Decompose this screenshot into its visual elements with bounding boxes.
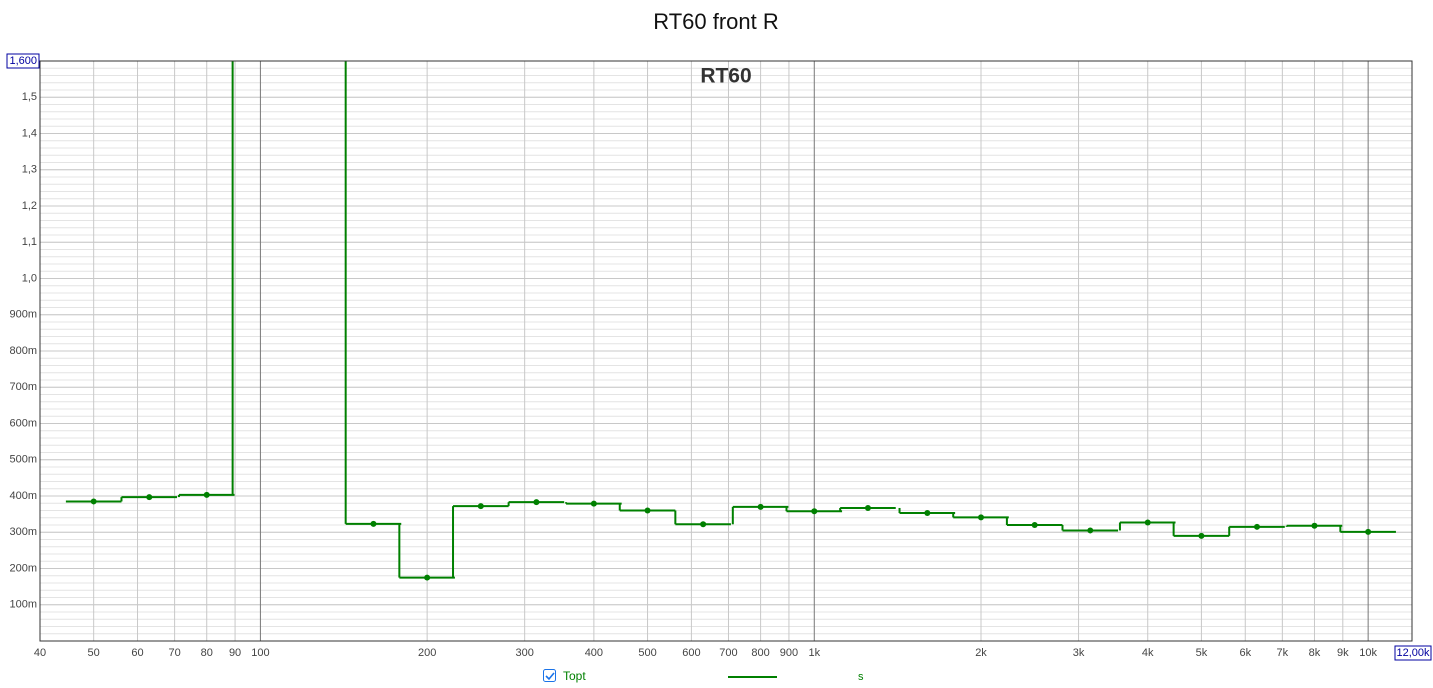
- x-tick-label: 40: [34, 647, 46, 659]
- data-point: [757, 503, 764, 510]
- x-tick-label: 10k: [1359, 647, 1377, 659]
- data-point: [90, 498, 97, 505]
- data-point: [477, 503, 484, 510]
- y-tick-label: 1,3: [22, 164, 37, 176]
- y-tick-label: 300m: [9, 526, 37, 538]
- data-point: [1087, 527, 1094, 534]
- x-tick-label: 1k: [808, 647, 820, 659]
- data-point: [864, 504, 871, 511]
- legend-checkbox[interactable]: [543, 669, 556, 682]
- data-point: [370, 520, 377, 527]
- chart-title: RT60 front R: [653, 9, 779, 34]
- data-point: [1254, 523, 1261, 530]
- x-tick-label: 500: [638, 647, 656, 659]
- x-tick-label: 2k: [975, 647, 987, 659]
- y-tick-label: 1,5: [22, 91, 37, 103]
- x-tick-label: 900: [780, 647, 798, 659]
- x-tick-label: 60: [131, 647, 143, 659]
- data-point: [590, 500, 597, 507]
- x-tick-label: 600: [682, 647, 700, 659]
- x-tick-label: 5k: [1196, 647, 1208, 659]
- x-tick-label: 700: [719, 647, 737, 659]
- y-tick-label: 700m: [9, 381, 37, 393]
- x-tick-label: 400: [585, 647, 603, 659]
- y-tick-label: 1,1: [22, 236, 37, 248]
- x-tick-label: 50: [88, 647, 100, 659]
- x-tick-label: 800: [751, 647, 769, 659]
- x-tick-label: 300: [515, 647, 533, 659]
- y-tick-label: 500m: [9, 454, 37, 466]
- y-tick-label: 1,2: [22, 200, 37, 212]
- data-point: [146, 494, 153, 501]
- x-tick-label: 4k: [1142, 647, 1154, 659]
- data-point: [1365, 528, 1372, 535]
- y-tick-label: 400m: [9, 490, 37, 502]
- data-point: [1031, 522, 1038, 528]
- data-point: [978, 514, 985, 521]
- data-point: [644, 507, 651, 514]
- data-point: [924, 510, 931, 517]
- y-tick-label: 1,4: [22, 127, 37, 139]
- y-tick-label: 600m: [9, 417, 37, 429]
- y-tick-label: 100m: [9, 599, 37, 611]
- data-point: [1198, 532, 1205, 539]
- check-mark: [545, 672, 555, 681]
- x-tick-label: 80: [201, 647, 213, 659]
- x-tick-label: 3k: [1073, 647, 1085, 659]
- x-tick-label: 7k: [1277, 647, 1289, 659]
- x-tick-label: 9k: [1337, 647, 1349, 659]
- x-tick-label: 8k: [1309, 647, 1321, 659]
- data-point: [203, 491, 210, 498]
- x-tick-label: 6k: [1239, 647, 1251, 659]
- data-point: [533, 499, 540, 506]
- tick-box: [6, 53, 40, 69]
- x-tick-label: 100: [251, 647, 269, 659]
- legend: Topt s: [543, 669, 864, 683]
- data-point: [700, 521, 707, 528]
- tick-box: [1394, 645, 1432, 661]
- annotation: RT60: [700, 65, 751, 88]
- data-point: [1144, 519, 1151, 526]
- plot-frame: [39, 60, 1413, 642]
- y-tick-label: 200m: [9, 562, 37, 574]
- data-point: [1311, 522, 1318, 529]
- legend-unit: s: [858, 671, 864, 683]
- y-tick-label: 900m: [9, 309, 37, 321]
- x-tick-label: 12,00k: [1396, 647, 1430, 659]
- y-tick-label: 1,600: [9, 55, 37, 67]
- y-tick-label: 1,0: [22, 272, 37, 284]
- legend-label[interactable]: Topt: [563, 669, 586, 683]
- data-point: [424, 574, 431, 581]
- data-point: [811, 508, 818, 515]
- x-tick-label: 200: [418, 647, 436, 659]
- x-tick-label: 90: [229, 647, 241, 659]
- x-tick-label: 70: [168, 647, 180, 659]
- y-tick-label: 800m: [9, 345, 37, 357]
